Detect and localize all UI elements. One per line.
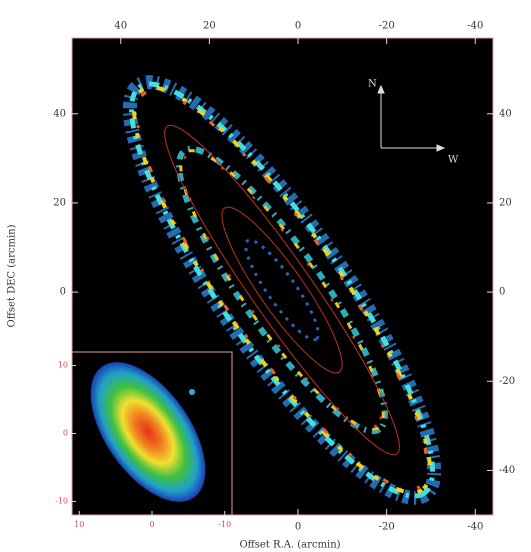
x-tick-label: 20 bbox=[203, 21, 216, 32]
inset-y-tick-label: 0 bbox=[63, 429, 68, 438]
inset-x-tick-label: 10 bbox=[74, 520, 84, 529]
inset-y-tick-label: -10 bbox=[55, 496, 68, 505]
compass-north: N bbox=[368, 79, 377, 90]
x-tick-label: -40 bbox=[467, 21, 483, 32]
y-tick-label: 20 bbox=[53, 197, 66, 208]
inset-x-tick-label: -10 bbox=[218, 520, 231, 529]
y-tick-label: 20 bbox=[499, 197, 512, 208]
x-tick-label: -40 bbox=[467, 522, 483, 533]
inset-x-tick-label: 0 bbox=[149, 520, 154, 529]
x-tick-label: 0 bbox=[295, 21, 301, 32]
y-tick-label: -40 bbox=[499, 465, 515, 476]
x-tick-label: 0 bbox=[295, 522, 301, 533]
inset-y-tick-label: 10 bbox=[58, 361, 68, 370]
y-tick-label: 0 bbox=[499, 287, 505, 298]
inset bbox=[68, 342, 232, 521]
x-tick-label: -20 bbox=[379, 522, 395, 533]
y-tick-label: 0 bbox=[60, 287, 66, 298]
y-tick-label: 40 bbox=[53, 108, 66, 119]
y-axis-label: Offset DEC (arcmin) bbox=[7, 224, 18, 327]
x-tick-label: -20 bbox=[379, 21, 395, 32]
x-axis-label: Offset R.A. (arcmin) bbox=[239, 540, 340, 551]
figure: N W Offset R.A. (arcmin) Offset DEC (arc… bbox=[0, 0, 531, 552]
y-tick-label: 40 bbox=[499, 108, 512, 119]
y-tick-label: -20 bbox=[499, 376, 515, 387]
compass-west: W bbox=[448, 155, 459, 166]
x-tick-label: 40 bbox=[114, 21, 127, 32]
